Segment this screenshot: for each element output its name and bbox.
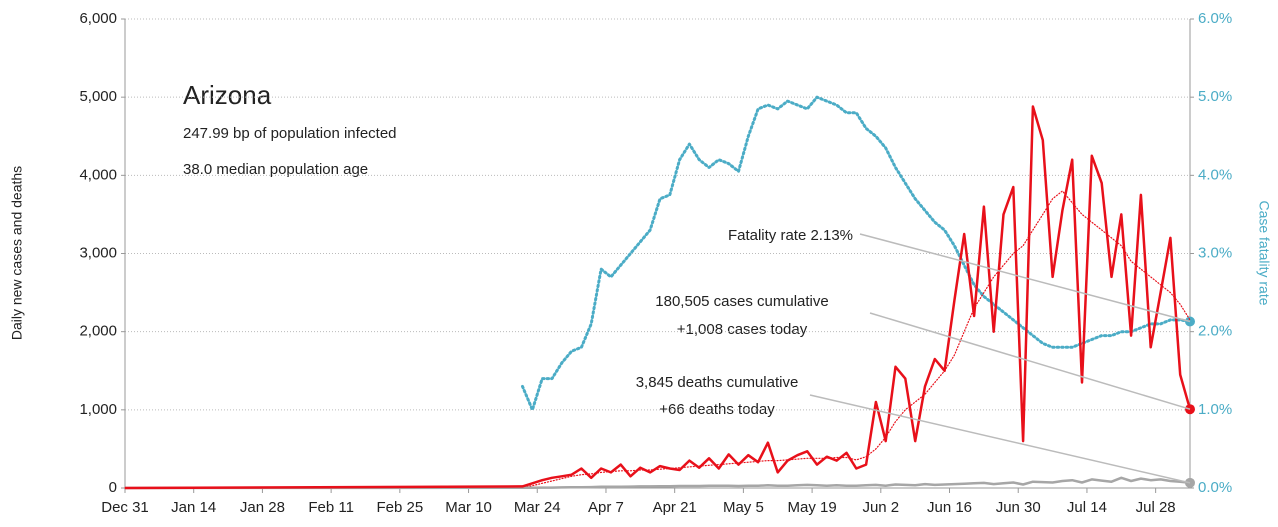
x-tick-label: Feb 25	[376, 499, 423, 516]
leader-line	[859, 233, 1191, 323]
x-tick-label: May 5	[723, 499, 764, 516]
series-line	[124, 105, 1192, 490]
y2-tick-label: 0.0%	[1198, 479, 1232, 496]
x-tick-label: Jun 2	[862, 499, 899, 516]
chart-title: Arizona	[183, 80, 272, 110]
y-axis-label: Daily new cases and deaths	[9, 166, 25, 340]
y-tick-label: 5,000	[79, 88, 117, 105]
annotation: 180,505 cases cumulative	[655, 293, 828, 310]
x-tick-label: Jan 28	[240, 499, 285, 516]
x-tick-label: Dec 31	[101, 499, 149, 516]
y2-tick-label: 3.0%	[1198, 244, 1232, 261]
y2-tick-label: 6.0%	[1198, 10, 1232, 27]
y-tick-label: 1,000	[79, 401, 117, 418]
annotation: 38.0 median population age	[183, 161, 368, 178]
leader-line	[869, 312, 1191, 410]
x-tick-label: Jul 14	[1067, 499, 1107, 516]
y-tick-label: 3,000	[79, 244, 117, 261]
x-tick-label: May 19	[787, 499, 836, 516]
y2-tick-label: 2.0%	[1198, 323, 1232, 340]
y2-tick-label: 1.0%	[1198, 401, 1232, 418]
x-tick-label: Jun 16	[927, 499, 972, 516]
x-tick-label: Mar 24	[514, 499, 561, 516]
x-tick-label: Jun 30	[996, 499, 1041, 516]
y-tick-label: 0	[109, 479, 117, 496]
x-tick-label: Feb 11	[308, 499, 354, 516]
y-tick-label: 2,000	[79, 323, 117, 340]
series-line	[521, 95, 1192, 412]
y-tick-label: 4,000	[79, 166, 117, 183]
y2-tick-label: 4.0%	[1198, 166, 1232, 183]
annotation: +66 deaths today	[659, 401, 775, 418]
x-tick-label: Apr 7	[588, 499, 624, 516]
y2-tick-label: 5.0%	[1198, 88, 1232, 105]
y2-axis-label: Case fatality rate	[1256, 200, 1272, 305]
series-line	[124, 476, 1191, 490]
x-tick-label: Jul 28	[1136, 499, 1176, 516]
annotation: Fatality rate 2.13%	[728, 227, 853, 244]
x-tick-label: Apr 21	[653, 499, 697, 516]
x-tick-label: Mar 10	[445, 499, 492, 516]
y-tick-label: 6,000	[79, 10, 117, 27]
leader-line	[809, 394, 1191, 484]
annotation: 3,845 deaths cumulative	[636, 374, 799, 391]
annotation: 247.99 bp of population infected	[183, 125, 397, 142]
annotation: +1,008 cases today	[677, 321, 808, 338]
x-tick-label: Jan 14	[171, 499, 216, 516]
